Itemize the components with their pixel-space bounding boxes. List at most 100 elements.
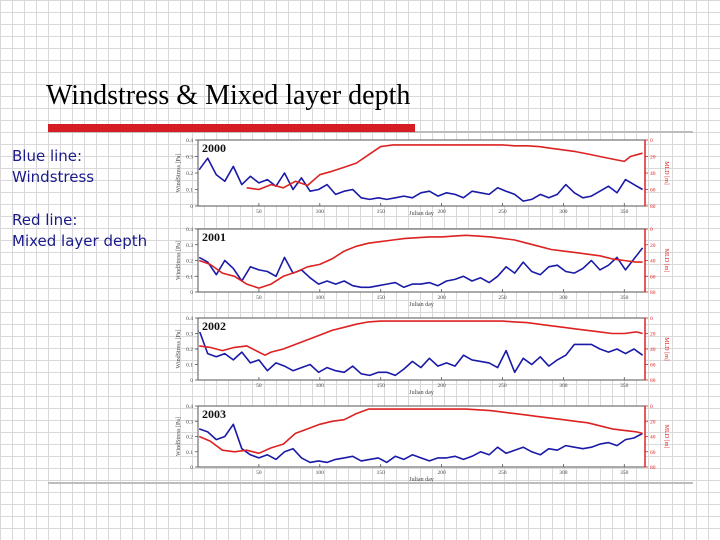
- y-tick-label: 0.3: [186, 155, 193, 161]
- year-title: 2002: [202, 319, 226, 333]
- y2-tick-label: 40: [650, 171, 656, 177]
- x-tick-label: 200: [437, 209, 446, 215]
- y2-tick-label: 80: [650, 290, 656, 296]
- year-title: 2001: [202, 230, 226, 244]
- mld-series-line: [246, 144, 643, 191]
- y-axis-label: WindStress [Pa]: [176, 154, 182, 193]
- y2-tick-label: 20: [650, 419, 656, 425]
- chart-panel-2002: 0.4 0.3 0.2 0.1 0 0 20 40 60 80 50 100 150 200 250 300 3…: [176, 316, 669, 396]
- year-title-background: [199, 407, 233, 420]
- y-tick-label: 0.2: [186, 171, 193, 177]
- y2-tick-label: 60: [650, 274, 656, 280]
- y-axis-label: WindStress [Pa]: [176, 241, 182, 280]
- y2-tick-label: 40: [650, 259, 656, 265]
- y-tick-label: 0.1: [186, 363, 193, 369]
- y-tick-label: 0.2: [186, 259, 193, 265]
- chart-panel-2003: 0.4 0.3 0.2 0.1 0 0 20 40 60 80 50 100 150 200 250 300 3…: [176, 404, 669, 483]
- x-tick-label: 250: [498, 209, 507, 215]
- x-tick-label: 50: [256, 470, 262, 476]
- x-axis-label: Julian day: [409, 302, 434, 308]
- y2-axis-label: MLD [m]: [663, 337, 669, 361]
- legend-blue-heading: Blue line:: [12, 147, 83, 165]
- x-tick-label: 250: [498, 383, 507, 389]
- y2-tick-label: 60: [650, 188, 656, 194]
- x-tick-label: 50: [256, 383, 262, 389]
- y-tick-label: 0.2: [186, 435, 193, 441]
- y-tick-label: 0: [190, 204, 193, 210]
- y2-axis-label: MLD [m]: [663, 425, 669, 449]
- mld-series-line: [199, 320, 643, 357]
- year-title: 2000: [202, 141, 226, 155]
- y2-tick-label: 0: [650, 138, 653, 144]
- y2-tick-label: 0: [650, 316, 653, 322]
- x-axis-label: Julian day: [409, 390, 434, 396]
- x-tick-label: 300: [559, 209, 568, 215]
- y2-tick-label: 0: [650, 227, 653, 233]
- x-tick-label: 150: [377, 209, 386, 215]
- legend-red-text: Mixed layer depth: [12, 232, 148, 250]
- x-axis-label: Julian day: [409, 211, 434, 217]
- x-tick-label: 100: [316, 209, 325, 215]
- y2-tick-label: 40: [650, 347, 656, 353]
- y2-axis-label: MLD [m]: [663, 249, 669, 273]
- chart-panel-2001: 0.4 0.3 0.2 0.1 0 0 20 40 60 80 50 100 150 200 250 300 3…: [176, 227, 669, 308]
- y2-tick-label: 60: [650, 363, 656, 369]
- x-tick-label: 350: [620, 383, 629, 389]
- legend-red-heading: Red line:: [12, 211, 78, 229]
- y-tick-label: 0.4: [186, 138, 193, 144]
- windstress-series-line: [198, 157, 643, 202]
- y2-tick-label: 80: [650, 465, 656, 471]
- plot-frame: [197, 139, 646, 207]
- y-tick-label: 0: [190, 378, 193, 384]
- year-title-background: [199, 141, 233, 154]
- mld-series-line: [198, 408, 643, 455]
- x-tick-label: 250: [498, 470, 507, 476]
- year-title-background: [199, 319, 233, 332]
- plot-frame: [197, 317, 646, 381]
- x-tick-label: 350: [620, 295, 629, 301]
- y-axis-label: WindStress [Pa]: [176, 417, 182, 456]
- y-tick-label: 0.4: [186, 404, 193, 410]
- y-tick-label: 0.3: [186, 243, 193, 249]
- x-tick-label: 300: [559, 470, 568, 476]
- y-tick-label: 0.3: [186, 419, 193, 425]
- y-tick-label: 0: [190, 290, 193, 296]
- y-tick-label: 0.2: [186, 347, 193, 353]
- y-tick-label: 0.4: [186, 316, 193, 322]
- x-tick-label: 350: [620, 209, 629, 215]
- x-tick-label: 150: [377, 470, 386, 476]
- x-tick-label: 100: [316, 470, 325, 476]
- x-tick-label: 100: [316, 383, 325, 389]
- title-underline: [48, 131, 693, 133]
- x-tick-label: 100: [316, 295, 325, 301]
- chart-panel-2000: 0.4 0.3 0.2 0.1 0 0 20 40 60 80 50 100 150 200 250 300 3…: [176, 138, 669, 217]
- mld-series-line: [198, 234, 643, 289]
- legend-red: Red line: Mixed layer depth: [12, 210, 147, 252]
- x-tick-label: 50: [256, 209, 262, 215]
- y2-tick-label: 60: [650, 450, 656, 456]
- y-tick-label: 0.1: [186, 188, 193, 194]
- x-tick-label: 200: [437, 470, 446, 476]
- y2-tick-label: 80: [650, 204, 656, 210]
- x-tick-label: 150: [377, 295, 386, 301]
- y2-tick-label: 20: [650, 243, 656, 249]
- y-tick-label: 0.3: [186, 332, 193, 338]
- x-tick-label: 300: [559, 383, 568, 389]
- plot-frame: [197, 228, 646, 293]
- windstress-series-line: [198, 423, 643, 464]
- bottom-rule: [48, 482, 693, 484]
- x-tick-label: 50: [256, 295, 262, 301]
- y-tick-label: 0: [190, 465, 193, 471]
- title-accent-bar: [48, 124, 415, 132]
- y-tick-label: 0.4: [186, 227, 193, 233]
- y-tick-label: 0.1: [186, 274, 193, 280]
- x-tick-label: 350: [620, 470, 629, 476]
- y2-axis-label: MLD [m]: [663, 161, 669, 185]
- x-tick-label: 200: [437, 383, 446, 389]
- y2-tick-label: 20: [650, 332, 656, 338]
- x-tick-label: 250: [498, 295, 507, 301]
- x-axis-label: Julian day: [409, 477, 434, 483]
- year-title: 2003: [202, 407, 226, 421]
